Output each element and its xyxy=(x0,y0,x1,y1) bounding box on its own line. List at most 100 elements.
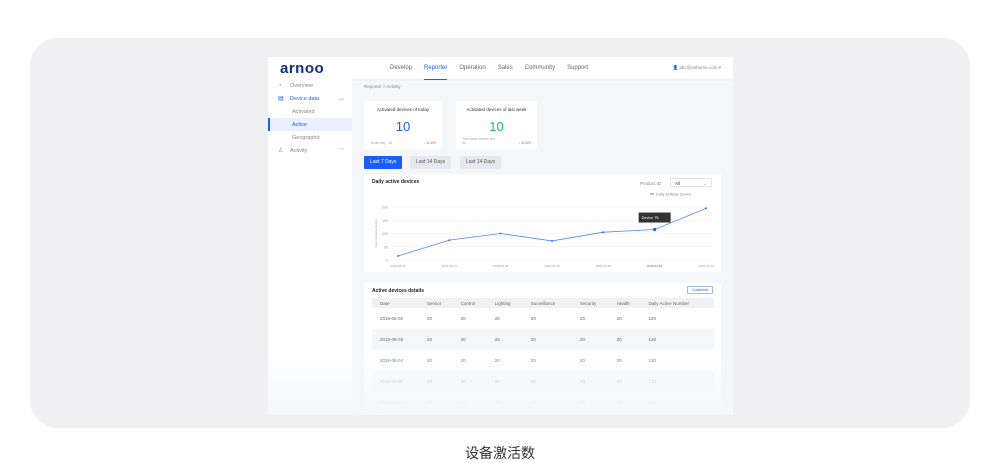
main-nav: Develop Reporter Operation Sales Community Su… xyxy=(390,57,588,80)
label: Device data xyxy=(290,95,320,102)
kpi-value: 10 xyxy=(489,119,504,134)
column-header: Health xyxy=(608,298,641,308)
data-point[interactable] xyxy=(602,231,605,234)
nav-sales[interactable]: Sales xyxy=(497,65,513,71)
column-header: Lighting xyxy=(486,298,523,308)
label: Active xyxy=(292,121,307,128)
table-cell: 20 xyxy=(608,329,641,350)
x-tick-label: 2018-06-27 xyxy=(442,264,458,268)
table-cell: 20 xyxy=(460,316,466,321)
nav-community[interactable]: Community xyxy=(524,65,556,71)
kpi-foot: This week before last : 30 xyxy=(462,137,498,145)
chart-title: Daily active devices xyxy=(372,179,420,185)
sidebar-item-activated[interactable]: Activated xyxy=(268,105,352,118)
data-point[interactable] xyxy=(705,207,707,210)
last-7-days-button[interactable]: Last 7 Days xyxy=(364,156,403,169)
kpi-delta: ↓ 41.6% xyxy=(518,141,531,145)
label: Geographic xyxy=(292,134,321,141)
column-header: Surveillance xyxy=(522,298,572,308)
sidebar-item-geographic[interactable]: Geographic xyxy=(268,131,352,144)
column-header: Sensor xyxy=(418,298,453,308)
x-tick-label: 2018-06-28 xyxy=(493,264,509,268)
label: Activity xyxy=(290,147,308,154)
y-tick-label: 200 xyxy=(382,206,388,210)
data-point[interactable] xyxy=(653,227,657,232)
nav-develop[interactable]: Develop xyxy=(390,65,413,71)
kpi-title: Activated devices of today xyxy=(376,107,430,112)
product-id-label: Product ID xyxy=(640,181,662,186)
chart-panel: Daily active devices Product ID All ⌄ 0 50… xyxy=(364,174,721,272)
data-point[interactable] xyxy=(551,240,553,242)
table-cell: 20 xyxy=(486,329,523,350)
table-cell: 20 xyxy=(426,316,432,321)
y-tick-label: 100 xyxy=(382,232,388,236)
table-cell: 2018-06-02 xyxy=(380,316,404,321)
select-value: All xyxy=(675,181,681,186)
x-tick-label: 2018-07-01 xyxy=(647,264,663,268)
kpi-foot: Yesterday : 30 xyxy=(370,141,393,145)
x-tick-label: 2018-06-26 xyxy=(390,264,406,268)
data-icon: ▤ xyxy=(278,96,284,102)
product-id-select[interactable]: All ⌄ xyxy=(670,178,712,187)
table-cell: 20 xyxy=(494,316,500,321)
nav-reporter[interactable]: Reporter xyxy=(424,57,448,80)
y-tick-label: 50 xyxy=(384,245,388,249)
user-icon: ♙ xyxy=(278,148,284,154)
table-cell: 2018-06-03 xyxy=(372,329,419,350)
table-cell: 120 xyxy=(640,329,714,350)
app-window: arnoo Develop Reporter Operation Sales Commu… xyxy=(268,57,733,415)
nav-operation[interactable]: Operation xyxy=(459,65,486,71)
chevron-down-icon: ⌄ xyxy=(703,181,707,186)
data-point[interactable] xyxy=(448,239,451,242)
y-tick-label: 0 xyxy=(386,259,388,263)
table-cell: 120 xyxy=(648,316,656,321)
last-14-days-button-2[interactable]: Last 14 Days xyxy=(460,156,502,169)
line-chart: 0 50 100 150 200 Daily Activate Device 2018-06… xyxy=(374,192,714,268)
kpi-value: 10 xyxy=(395,119,411,134)
kpi-delta: ↓ 41.6% xyxy=(423,141,436,145)
data-point[interactable] xyxy=(499,232,502,235)
sidebar-item-active[interactable]: Active xyxy=(268,118,352,131)
table-cell: 20 xyxy=(522,329,572,350)
user-menu[interactable]: 👤 abc@airborne.com ▾ xyxy=(672,65,721,70)
sidebar-item-activity[interactable]: ♙ Activity ﹀ xyxy=(268,144,352,157)
table-cell: 20 xyxy=(571,329,609,350)
kpi-card-last-week: Activated devices of last week 10 This w… xyxy=(456,101,537,149)
kpi-title: Activated devices of last week xyxy=(466,107,527,112)
column-header: Date xyxy=(372,298,419,308)
tooltip xyxy=(638,212,671,223)
table-cell: 20 xyxy=(530,316,536,321)
table-cell: 20 xyxy=(418,329,453,350)
label: Overview xyxy=(290,82,313,89)
label: Activated xyxy=(292,108,315,115)
download-button[interactable]: Download xyxy=(687,286,713,294)
table-row: 2018-06-03 20 20 20 20 20 20 120 xyxy=(372,329,714,350)
column-header: Security xyxy=(571,298,609,308)
column-header: Control xyxy=(452,298,487,308)
chevron-up-icon: ︿ xyxy=(338,96,344,102)
x-tick-label: 2018-06-29 xyxy=(544,264,560,268)
y-axis-label: Daily Activate Device xyxy=(374,219,378,247)
table-title: Active devices details xyxy=(372,288,424,294)
kpi-card-today: Activated devices of today 10 Yesterday … xyxy=(364,101,442,149)
caption: 设备激活数 xyxy=(465,445,535,461)
user-email: abc@airborne.com xyxy=(679,65,718,70)
sidebar-item-device-data[interactable]: ▤ Device data ︿ xyxy=(268,92,352,105)
data-point[interactable] xyxy=(397,255,399,257)
nav-support[interactable]: Support xyxy=(567,65,589,71)
fade-overlay xyxy=(268,345,733,415)
x-tick-label: 2018-06-30 xyxy=(596,264,612,268)
column-header: Daily Active Number xyxy=(640,298,714,308)
table-cell: 20 xyxy=(579,316,585,321)
table-cell: 20 xyxy=(452,329,487,350)
x-tick-label: 2018-07-02 xyxy=(698,264,714,268)
sidebar-item-overview[interactable]: ◔ Overview xyxy=(268,79,352,92)
last-14-days-button[interactable]: Last 14 Days xyxy=(410,156,452,169)
pie-icon: ◔ xyxy=(278,82,282,89)
top-header: arnoo Develop Reporter Operation Sales Commu… xyxy=(268,57,733,80)
tooltip-text: Device 75 xyxy=(642,216,659,220)
breadcrumb: Reporter > Activity xyxy=(364,84,401,89)
chevron-down-icon: ﹀ xyxy=(338,148,344,154)
table-row: 2018-06-02 20 20 20 20 20 20 120 xyxy=(372,308,714,329)
y-tick-label: 150 xyxy=(382,219,388,223)
